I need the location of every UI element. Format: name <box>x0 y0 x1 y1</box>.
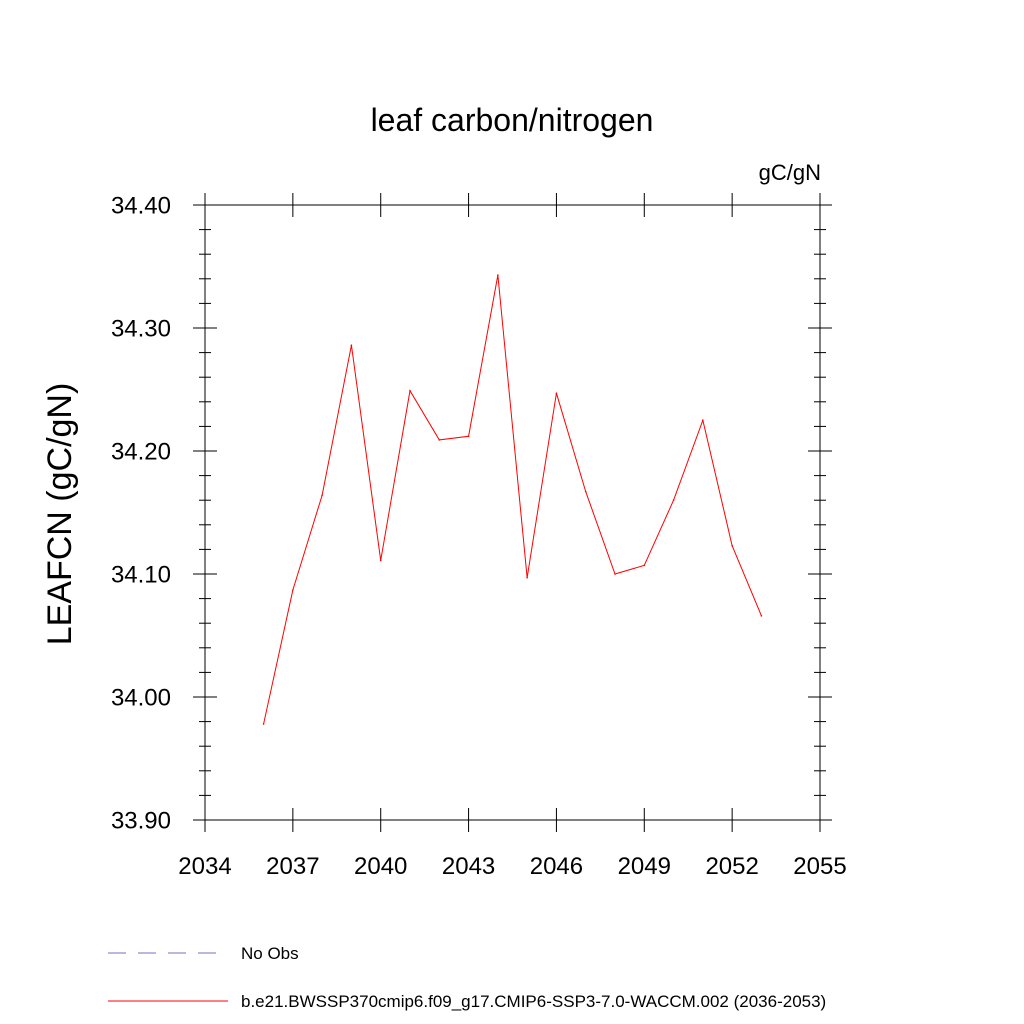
data-point <box>497 274 499 276</box>
x-tick-label: 2055 <box>793 853 846 880</box>
data-point <box>614 573 616 575</box>
y-tick-label: 34.40 <box>111 193 171 220</box>
data-point <box>731 544 733 547</box>
legend: No Obs b.e21.BWSSP370cmip6.f09_g17.CMIP6… <box>108 944 826 1011</box>
minor-ticks <box>199 229 826 796</box>
data-point <box>467 435 470 438</box>
legend-label-no-obs: No Obs <box>241 944 299 963</box>
data-point <box>702 419 704 422</box>
data-point <box>321 494 323 497</box>
data-point <box>555 392 558 394</box>
x-tick-label: 2049 <box>618 853 671 880</box>
data-point <box>643 564 646 567</box>
x-tick-label: 2037 <box>266 853 319 880</box>
major-ticks <box>193 193 832 832</box>
y-tick-label: 34.00 <box>111 685 171 712</box>
data-point <box>760 615 763 617</box>
y-tick-label: 34.30 <box>111 316 171 343</box>
x-tick-label: 2052 <box>705 853 758 880</box>
data-point <box>438 439 441 441</box>
data-point <box>379 559 382 562</box>
plot-frame <box>204 204 821 821</box>
units-label: gC/gN <box>759 160 821 185</box>
y-tick-labels: 33.90 34.00 34.10 34.20 34.30 34.40 <box>111 193 171 835</box>
data-point <box>409 389 411 392</box>
x-tick-labels: 2034 2037 2040 2043 2046 2049 2052 2055 <box>178 853 846 880</box>
data-point <box>584 490 587 493</box>
data-point <box>672 499 675 502</box>
y-tick-label: 34.20 <box>111 439 171 466</box>
data-point <box>292 589 294 591</box>
x-tick-label: 2034 <box>178 853 231 880</box>
data-point <box>350 344 353 347</box>
data-point <box>526 576 528 579</box>
chart-title: leaf carbon/nitrogen <box>371 102 654 138</box>
y-tick-label: 34.10 <box>111 562 171 589</box>
x-tick-label: 2046 <box>530 853 583 880</box>
series-layer <box>262 274 763 725</box>
y-axis-label: LEAFCN (gC/gN) <box>41 383 79 646</box>
x-tick-label: 2040 <box>354 853 407 880</box>
data-point <box>262 723 265 725</box>
y-tick-label: 33.90 <box>111 808 171 835</box>
legend-label-model-run: b.e21.BWSSP370cmip6.f09_g17.CMIP6-SSP3-7… <box>241 992 826 1011</box>
series-line-0 <box>263 275 762 725</box>
x-tick-label: 2043 <box>442 853 495 880</box>
